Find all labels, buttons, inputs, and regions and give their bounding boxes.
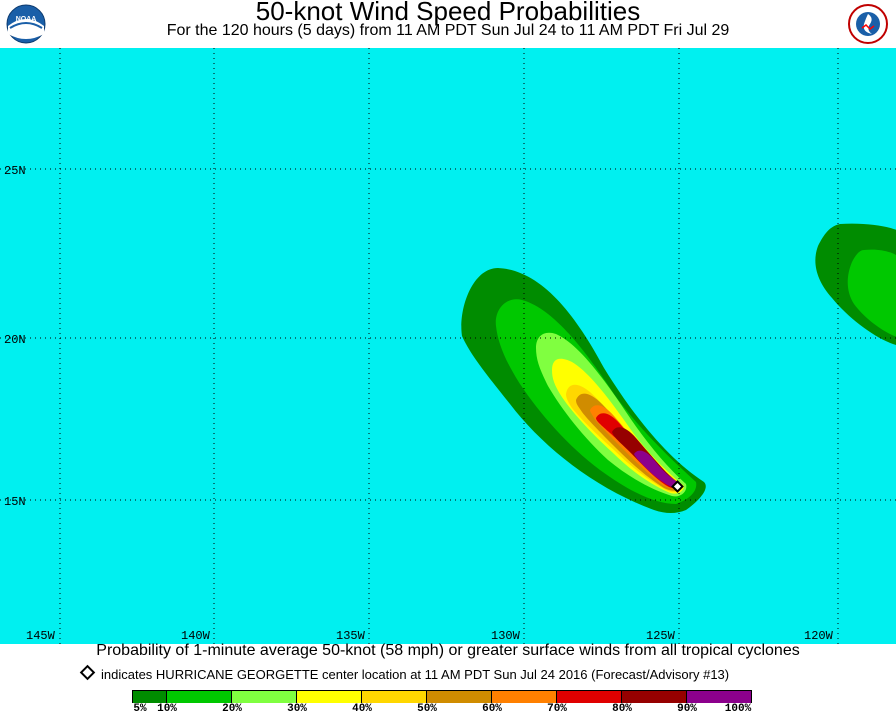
colorbar-swatch <box>557 691 622 703</box>
colorbar-swatch <box>297 691 362 703</box>
colorbar-label: 5% <box>133 703 147 715</box>
colorbar-swatch <box>622 691 687 703</box>
colorbar-swatch <box>427 691 492 703</box>
colorbar-label: 60% <box>482 703 502 715</box>
colorbar-labels: 5% 10% 20% 30% 40% 50% 60% 70% 80% 90% 100% <box>0 703 896 717</box>
lon-label-135w: 135W <box>336 629 366 643</box>
colorbar-label: 10% <box>157 703 177 715</box>
probability-map: 25N 20N 15N 145W 140W 135W 130W 125W 120… <box>0 48 896 644</box>
colorbar-swatch <box>362 691 427 703</box>
header: NOAA 50-knot Wind Speed Probabilities Fo… <box>0 0 896 48</box>
diamond-marker-icon <box>79 664 96 681</box>
colorbar-swatch <box>232 691 297 703</box>
lat-label-20n: 20N <box>4 333 26 347</box>
colorbar-swatch <box>132 691 167 703</box>
storm-center-diamond-icon <box>671 480 684 493</box>
lon-label-130w: 130W <box>491 629 521 643</box>
colorbar-label: 70% <box>547 703 567 715</box>
noaa-logo-icon: NOAA <box>6 4 46 44</box>
legend-note-text: indicates HURRICANE GEORGETTE center loc… <box>101 667 730 682</box>
legend-note: indicates HURRICANE GEORGETTE center loc… <box>79 664 730 682</box>
lat-label-15n: 15N <box>4 495 26 509</box>
colorbar-label: 40% <box>352 703 372 715</box>
colorbar-label: 50% <box>417 703 437 715</box>
probability-colorbar <box>132 690 752 703</box>
latitude-labels: 25N 20N 15N <box>4 164 26 509</box>
colorbar-swatch <box>687 691 752 703</box>
colorbar-label: 80% <box>612 703 632 715</box>
lon-label-145w: 145W <box>26 629 56 643</box>
colorbar-label: 100% <box>724 703 752 715</box>
colorbar-swatch <box>167 691 232 703</box>
lon-label-120w: 120W <box>804 629 834 643</box>
page-title: 50-knot Wind Speed Probabilities <box>255 0 641 26</box>
lat-label-25n: 25N <box>4 164 26 178</box>
page-subtitle: For the 120 hours (5 days) from 11 AM PD… <box>166 22 730 39</box>
lon-label-125w: 125W <box>646 629 676 643</box>
colorbar-label: 30% <box>287 703 307 715</box>
georgette-probability-swath <box>461 268 706 513</box>
colorbar-label: 20% <box>222 703 242 715</box>
contour-90-percent <box>634 450 681 489</box>
map-caption: Probability of 1-minute average 50-knot … <box>96 642 800 659</box>
eastern-system-probability-swath <box>815 223 896 345</box>
nws-logo-icon <box>848 4 888 44</box>
ocean-background <box>0 48 896 644</box>
colorbar-swatch <box>492 691 557 703</box>
contour-10-percent <box>847 249 896 337</box>
longitude-labels: 145W 140W 135W 130W 125W 120W <box>26 629 834 643</box>
svg-text:NOAA: NOAA <box>16 16 37 23</box>
lon-label-140w: 140W <box>181 629 211 643</box>
colorbar-label: 90% <box>677 703 697 715</box>
